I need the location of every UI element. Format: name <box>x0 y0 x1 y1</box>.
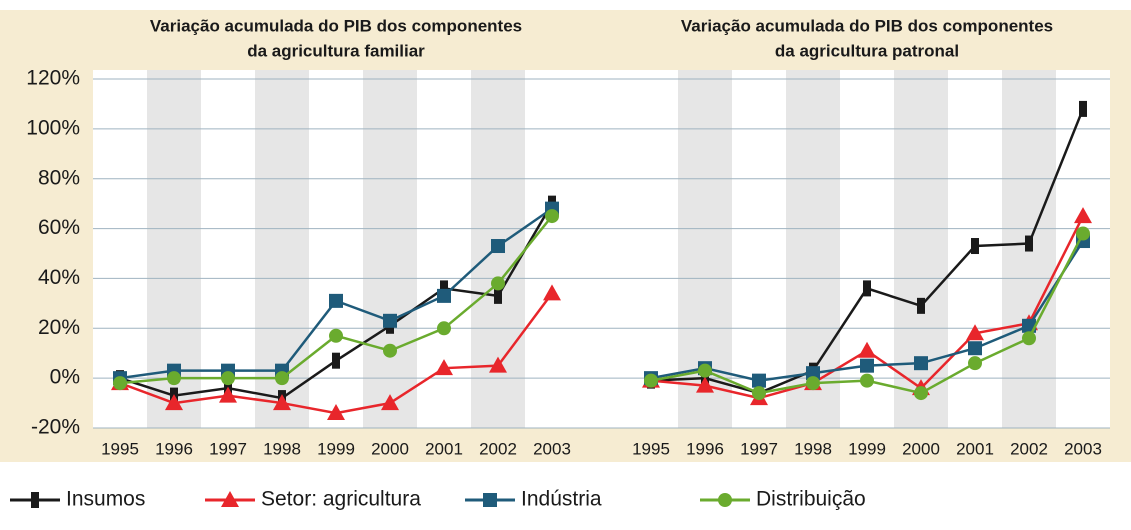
marker <box>491 276 505 291</box>
x-tick-label: 1996 <box>686 439 724 458</box>
marker <box>440 280 448 297</box>
marker <box>167 371 181 386</box>
marker <box>1074 207 1092 224</box>
y-tick-label: 120% <box>26 67 80 90</box>
marker <box>332 352 340 369</box>
marker <box>806 366 820 381</box>
x-tick-label: 1999 <box>317 439 355 458</box>
marker <box>968 341 982 356</box>
marker <box>860 373 874 388</box>
marker <box>860 358 874 373</box>
marker <box>31 492 39 508</box>
x-tick-label: 2002 <box>1010 439 1048 458</box>
y-tick-label: 80% <box>38 166 80 189</box>
marker <box>917 297 925 314</box>
marker <box>752 386 766 401</box>
x-tick-label: 2000 <box>902 439 940 458</box>
marker <box>113 376 127 391</box>
x-tick-label: 1999 <box>848 439 886 458</box>
y-tick-label: 60% <box>38 216 80 239</box>
x-tick-label: 1997 <box>209 439 247 458</box>
marker <box>329 293 343 308</box>
x-tick-label: 1997 <box>740 439 778 458</box>
marker <box>718 493 732 507</box>
marker <box>383 313 397 328</box>
y-tick-label: 0% <box>50 366 80 389</box>
marker <box>435 359 453 376</box>
x-tick-label: 2000 <box>371 439 409 458</box>
legend-label: Setor: agricultura <box>261 488 421 511</box>
panel-title: Variação acumulada do PIB dos componente… <box>150 16 522 35</box>
x-tick-label: 2002 <box>479 439 517 458</box>
y-tick-label: 40% <box>38 266 80 289</box>
panel-title: da agricultura familiar <box>247 41 425 60</box>
x-tick-label: 2001 <box>956 439 994 458</box>
panel-title: Variação acumulada do PIB dos componente… <box>681 16 1053 35</box>
marker <box>275 371 289 386</box>
marker <box>489 356 507 373</box>
marker <box>273 394 291 411</box>
marker <box>491 239 505 254</box>
marker <box>698 363 712 378</box>
marker <box>806 376 820 391</box>
marker <box>383 343 397 358</box>
marker <box>483 493 497 507</box>
marker <box>1022 331 1036 346</box>
y-tick-label: -20% <box>31 416 80 439</box>
marker <box>545 209 559 224</box>
marker <box>863 280 871 297</box>
x-tick-label: 1998 <box>794 439 832 458</box>
x-tick-label: 1998 <box>263 439 301 458</box>
marker <box>1076 226 1090 241</box>
marker <box>858 341 876 358</box>
marker <box>165 394 183 411</box>
marker <box>966 324 984 341</box>
marker <box>1079 100 1087 117</box>
marker <box>221 371 235 386</box>
marker <box>221 491 239 507</box>
marker <box>971 238 979 255</box>
marker <box>914 356 928 371</box>
x-tick-label: 2003 <box>1064 439 1102 458</box>
marker <box>437 321 451 336</box>
legend-label: Distribuição <box>756 488 866 511</box>
marker <box>752 373 766 388</box>
marker <box>329 328 343 343</box>
marker <box>437 288 451 303</box>
marker <box>543 284 561 301</box>
marker <box>696 376 714 393</box>
panel-title: da agricultura patronal <box>775 41 959 60</box>
x-tick-label: 1995 <box>101 439 139 458</box>
x-tick-label: 1995 <box>632 439 670 458</box>
band <box>363 70 417 428</box>
marker <box>1025 235 1033 252</box>
y-tick-label: 100% <box>26 116 80 139</box>
legend-label: Indústria <box>521 488 602 511</box>
marker <box>644 373 658 388</box>
x-tick-label: 2001 <box>425 439 463 458</box>
x-tick-label: 1996 <box>155 439 193 458</box>
marker <box>219 386 237 403</box>
marker <box>914 386 928 401</box>
y-tick-label: 20% <box>38 316 80 339</box>
x-tick-label: 2003 <box>533 439 571 458</box>
marker <box>381 394 399 411</box>
marker <box>494 287 502 304</box>
legend-label: Insumos <box>66 488 145 511</box>
marker <box>968 356 982 371</box>
marker <box>327 404 345 421</box>
